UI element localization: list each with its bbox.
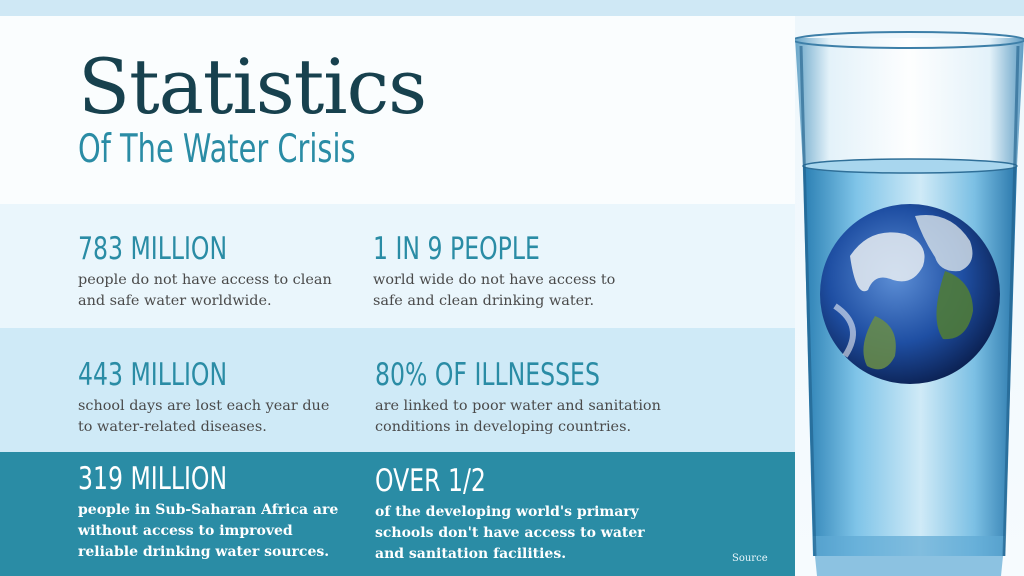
stat-1-in-9-people: 1 IN 9 PEOPLE world wide do not have acc… — [373, 230, 615, 312]
stat-443-million: 443 MILLION school days are lost each ye… — [78, 356, 329, 438]
stats-row-3: 319 MILLION people in Sub-Saharan Africa… — [0, 452, 795, 576]
stat-description-line: schools don't have access to water — [375, 525, 645, 541]
stat-description-line: school days are lost each year due — [78, 398, 330, 414]
stat-80-percent-illnesses: 80% OF ILLNESSES are linked to poor wate… — [375, 356, 671, 438]
stat-number: 319 MILLION — [78, 461, 228, 497]
stat-description-line: reliable drinking water sources. — [78, 544, 330, 560]
stats-row-1: 783 MILLION people do not have access to… — [0, 204, 795, 328]
page-subtitle: Of The Water Crisis — [78, 127, 356, 172]
stat-number: 783 MILLION — [78, 231, 228, 267]
stat-description-line: without access to improved — [78, 523, 293, 539]
stat-number: 80% OF ILLNESSES — [375, 357, 600, 393]
stat-description-line: to water-related diseases. — [78, 419, 267, 435]
page-title: Statistics — [78, 42, 427, 131]
water-glass-earth-image — [795, 16, 1024, 576]
stat-description-line: world wide do not have access to — [373, 272, 616, 288]
stat-description-line: and safe water worldwide. — [78, 293, 272, 309]
stat-319-million: 319 MILLION people in Sub-Saharan Africa… — [78, 460, 338, 563]
stat-description-line: people in Sub-Saharan Africa are — [78, 502, 339, 518]
stat-description-line: safe and clean drinking water. — [373, 293, 595, 309]
stat-number: OVER 1/2 — [375, 463, 486, 499]
stat-description-line: of the developing world's primary — [375, 504, 639, 520]
stat-description-line: people do not have access to clean — [78, 272, 332, 288]
stat-783-million: 783 MILLION people do not have access to… — [78, 230, 332, 312]
stats-row-2: 443 MILLION school days are lost each ye… — [0, 328, 795, 452]
header-band — [0, 16, 795, 204]
stat-number: 443 MILLION — [78, 357, 228, 393]
stat-description-line: conditions in developing countries. — [375, 419, 632, 435]
stat-number: 1 IN 9 PEOPLE — [373, 231, 540, 267]
source-link[interactable]: Source — [732, 553, 768, 564]
stat-over-half: OVER 1/2 of the developing world's prima… — [375, 462, 645, 565]
top-strip — [0, 0, 1024, 16]
stat-description-line: and sanitation facilities. — [375, 546, 567, 562]
stat-description-line: are linked to poor water and sanitation — [375, 398, 661, 414]
